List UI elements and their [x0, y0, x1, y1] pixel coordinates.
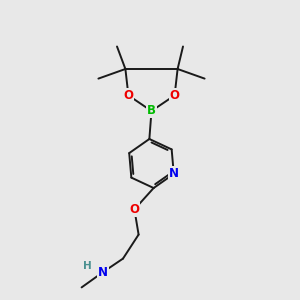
Text: B: B [147, 104, 156, 118]
Text: H: H [82, 261, 91, 271]
Text: O: O [169, 89, 180, 102]
Text: N: N [98, 266, 108, 279]
Text: O: O [123, 89, 134, 102]
Text: N: N [169, 167, 179, 180]
Text: O: O [129, 203, 140, 216]
